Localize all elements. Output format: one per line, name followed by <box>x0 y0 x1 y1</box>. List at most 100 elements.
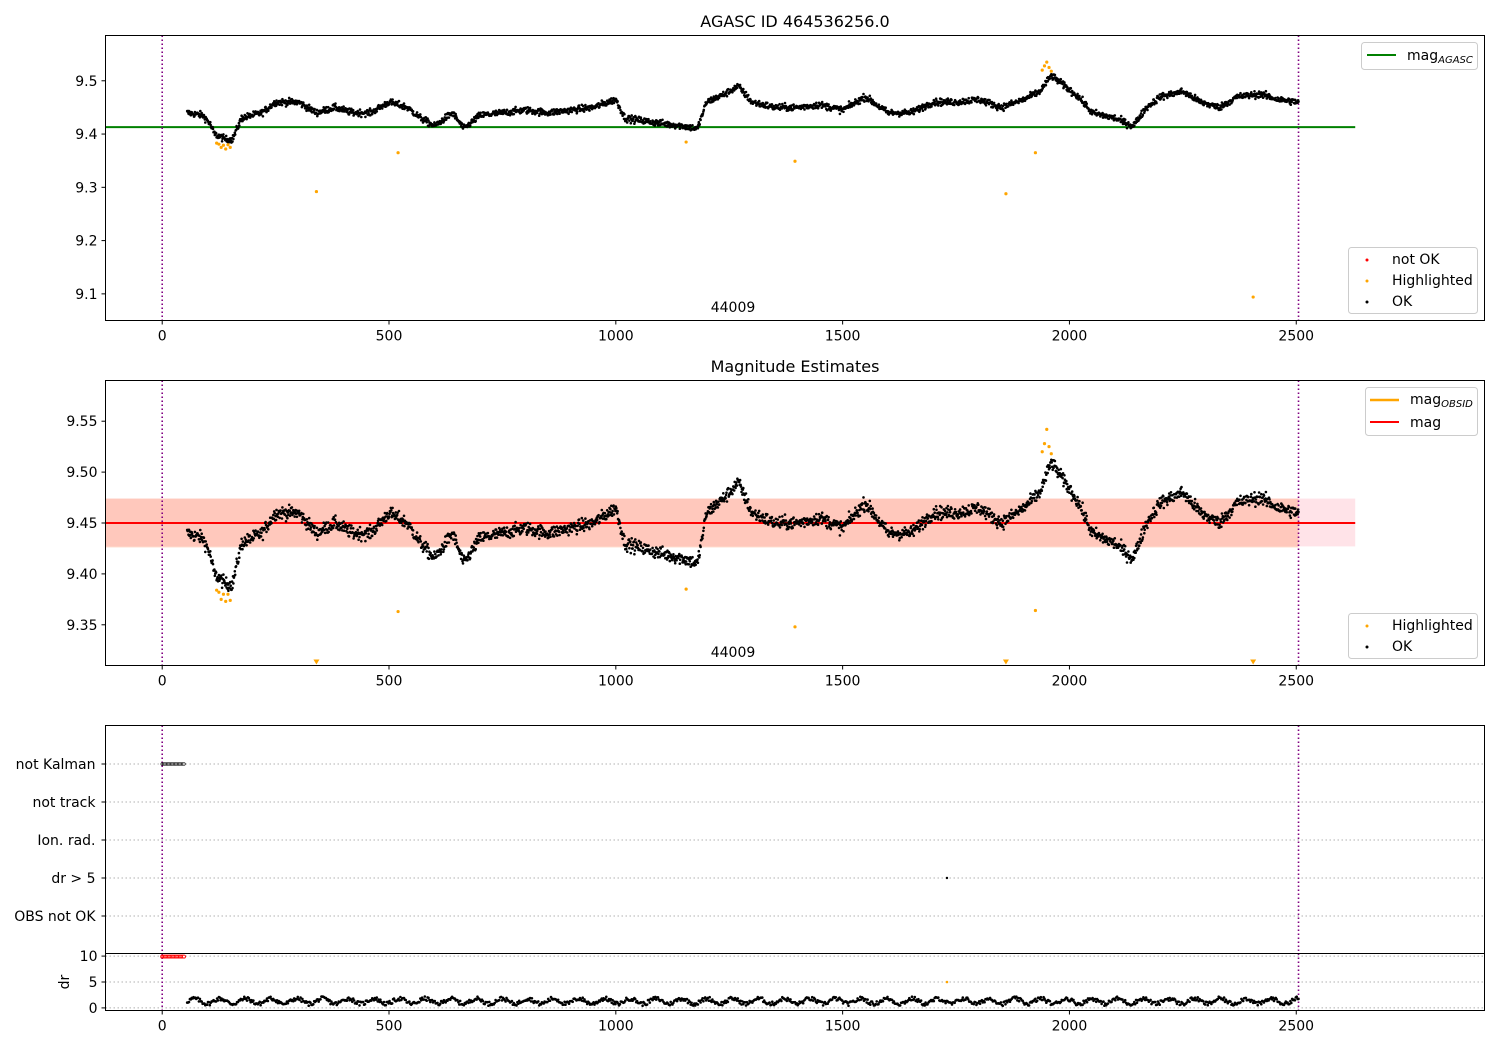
panel2-title: Magnitude Estimates <box>711 357 880 376</box>
ok-point <box>1238 498 1241 502</box>
ok-point <box>1029 492 1032 495</box>
ok-point <box>603 511 607 515</box>
ok-point <box>270 106 273 109</box>
ok-point <box>616 509 619 513</box>
ok-point <box>600 508 604 512</box>
ok-point <box>697 120 701 124</box>
ok-point <box>1040 489 1044 493</box>
ok-point <box>590 524 594 528</box>
ok-point <box>612 513 616 516</box>
highlighted-point <box>1049 69 1053 73</box>
ok-point <box>237 121 241 125</box>
ok-point <box>501 534 505 537</box>
ok-point <box>722 492 725 495</box>
ok-point <box>982 510 986 513</box>
ok-point <box>1260 499 1264 503</box>
ok-point <box>1249 495 1253 499</box>
ok-point <box>597 513 600 517</box>
ok-point <box>926 517 930 520</box>
ok-point <box>697 549 701 553</box>
ok-point <box>898 539 901 542</box>
ok-point <box>711 507 714 511</box>
ok-point <box>374 531 377 534</box>
ok-point <box>1119 538 1123 541</box>
ok-point <box>712 500 716 504</box>
ok-point <box>1133 556 1136 560</box>
ok-point <box>370 112 374 116</box>
ok-point <box>375 529 379 532</box>
ok-point <box>1228 516 1231 519</box>
ok-point <box>347 535 351 538</box>
ok-point <box>933 100 936 104</box>
ok-point <box>482 539 485 542</box>
ok-point <box>588 527 591 531</box>
ok-point <box>716 506 720 509</box>
ok-point <box>744 492 748 495</box>
ok-point <box>820 100 824 104</box>
ok-point <box>570 110 574 114</box>
ok-point <box>803 108 806 111</box>
ok-point <box>701 112 705 116</box>
ok-point <box>672 553 675 556</box>
below-range-marker <box>1002 659 1009 665</box>
ok-point <box>788 525 791 529</box>
ok-point <box>1134 551 1137 554</box>
ok-point <box>653 556 657 560</box>
ok-point <box>641 546 645 550</box>
ok-point <box>313 524 316 528</box>
highlighted-point <box>228 145 232 149</box>
panel2-x-axis: 0 500 1000 1500 2000 2500 <box>158 665 1314 690</box>
highlighted-point <box>1040 68 1044 72</box>
ok-point <box>512 112 516 116</box>
highlighted-point <box>228 598 232 602</box>
ok-point <box>334 514 337 517</box>
ok-point <box>504 110 508 114</box>
ok-point <box>275 508 278 512</box>
ok-point <box>754 99 757 103</box>
below-range-marker <box>1250 659 1257 665</box>
panel1-x-axis: 0 500 1000 1500 2000 2500 <box>158 320 1314 345</box>
ok-point <box>884 106 887 109</box>
ok-point <box>954 510 958 514</box>
ok-point <box>946 504 950 508</box>
panel1-legend-points: not OK Highlighted OK <box>1348 247 1478 314</box>
ok-point <box>279 509 282 512</box>
ok-point <box>792 516 795 519</box>
ok-point <box>1062 484 1065 488</box>
ok-point <box>259 535 263 538</box>
ok-point <box>1265 504 1269 508</box>
ok-point <box>770 103 774 106</box>
ok-point <box>623 112 626 116</box>
highlighted-point <box>314 189 319 194</box>
ok-point <box>419 535 422 538</box>
ok-point <box>238 556 241 559</box>
ok-point <box>691 124 694 127</box>
ok-point <box>1220 525 1223 529</box>
ok-point <box>900 535 903 539</box>
ok-point <box>315 526 319 530</box>
ok-point <box>1139 112 1143 115</box>
ok-point <box>1153 515 1156 519</box>
ok-point <box>305 518 309 521</box>
ok-point <box>984 98 987 101</box>
ok-point <box>869 97 873 100</box>
ok-point <box>504 530 508 533</box>
ok-point <box>1035 499 1038 503</box>
ok-point <box>990 511 994 514</box>
ok-point <box>514 520 517 524</box>
ok-point <box>193 538 196 542</box>
ok-point <box>1149 519 1152 523</box>
ok-point <box>696 558 699 561</box>
ok-point <box>581 519 585 522</box>
ok-point <box>1125 561 1129 564</box>
ok-point <box>588 109 591 112</box>
ok-point <box>264 520 267 524</box>
ok-point <box>576 110 579 113</box>
ok-point <box>1166 503 1169 507</box>
ok-point <box>757 509 761 513</box>
ok-point <box>368 107 372 110</box>
ok-point <box>214 571 218 574</box>
ok-point <box>220 586 224 590</box>
ok-point <box>211 562 215 566</box>
ok-point <box>620 530 623 533</box>
